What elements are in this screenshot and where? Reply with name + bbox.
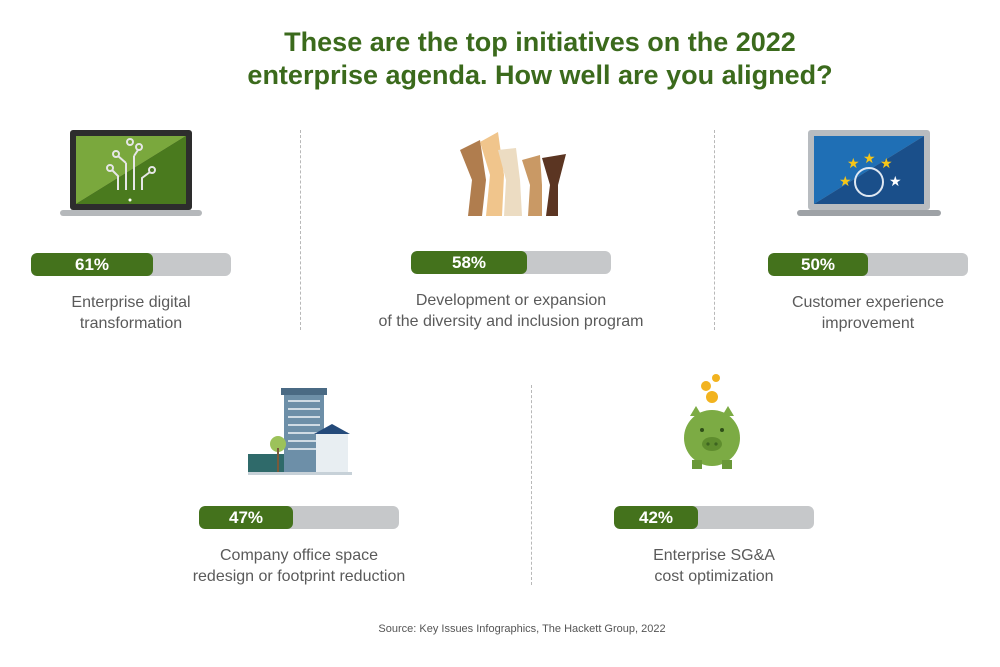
progress-bar: 50% — [768, 253, 968, 276]
divider — [300, 130, 301, 330]
value-label: 58% — [451, 253, 487, 272]
category-label: Enterprise digital transformation — [0, 292, 291, 334]
category-label: Enterprise SG&A cost optimization — [554, 545, 874, 587]
progress-fill — [199, 506, 293, 529]
divider — [531, 385, 532, 585]
svg-text:★: ★ — [863, 151, 876, 167]
progress-bar: 58% — [411, 251, 611, 274]
divider — [714, 130, 715, 330]
progress-fill — [411, 251, 527, 274]
title-line-1: These are the top initiatives on the 202… — [284, 27, 796, 57]
category-label-line: transformation — [79, 315, 183, 332]
category-label-line: redesign or footprint reduction — [192, 568, 406, 585]
progress-fill — [31, 253, 153, 276]
office-buildings-icon — [248, 388, 352, 475]
svg-text:★: ★ — [889, 174, 902, 190]
svg-text:★: ★ — [847, 156, 860, 172]
value-label: 47% — [228, 508, 264, 527]
progress-fill — [768, 253, 868, 276]
progress-bar: 47% — [199, 506, 399, 529]
piggy-bank-icon — [684, 374, 740, 469]
category-label-line: of the diversity and inclusion program — [378, 313, 644, 330]
category-label-line: Development or expansion — [415, 292, 607, 309]
value-label: 61% — [74, 255, 110, 274]
raised-hands-icon — [460, 132, 566, 216]
category-label-line: Customer experience — [791, 294, 945, 311]
svg-text:★: ★ — [839, 174, 852, 190]
title-line-2: enterprise agenda. How well are you alig… — [247, 60, 833, 90]
laptop-stars-user-icon: ★★ ★ ★ ★ — [797, 130, 941, 216]
category-label-line: Company office space — [219, 547, 378, 564]
laptop-circuit-icon — [60, 130, 202, 216]
category-label: Development or expansion of the diversity… — [351, 290, 671, 332]
category-label-line: cost optimization — [654, 568, 774, 585]
progress-bar: 61% — [31, 253, 231, 276]
category-label-line: Enterprise digital — [71, 294, 191, 311]
source-note: Source: Key Issues Infographics, The Hac… — [378, 623, 666, 635]
category-label: Company office space redesign or footprin… — [139, 545, 459, 587]
value-label: 42% — [638, 508, 674, 527]
page-title: These are the top initiatives on the 202… — [0, 26, 1000, 92]
progress-fill — [614, 506, 698, 529]
value-label: 50% — [800, 255, 836, 274]
category-label: Customer experience improvement — [708, 292, 1000, 334]
svg-text:★: ★ — [880, 156, 893, 172]
category-label-line: improvement — [821, 315, 915, 332]
category-label-line: Enterprise SG&A — [653, 547, 775, 564]
progress-bar: 42% — [614, 506, 814, 529]
